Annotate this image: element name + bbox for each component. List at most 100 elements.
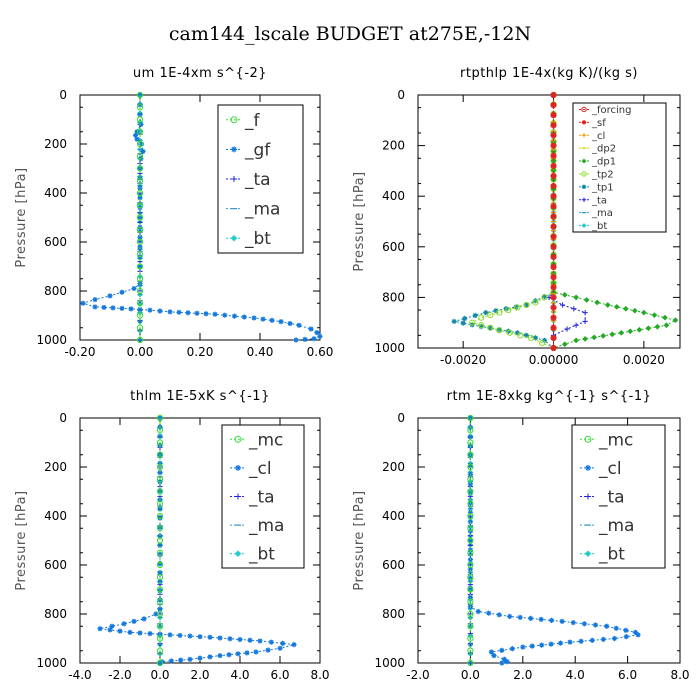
data-point [131,285,137,292]
legend-label: _tp2 [591,169,614,180]
data-point [567,639,573,645]
data-point [127,629,133,635]
data-point [156,512,164,520]
legend-swatch-marker [581,106,587,113]
data-point [136,336,144,344]
x-tick-label: 0.00 [127,345,154,359]
data-point [137,195,143,201]
data-point [467,537,474,544]
data-point [134,136,140,142]
data-point [611,635,618,642]
data-point [137,244,143,250]
data-point [317,333,323,339]
data-point [600,332,607,339]
data-point [136,324,144,331]
data-point [156,476,164,483]
data-point [582,309,588,316]
legend-label: _forcing [591,105,632,116]
plot-frame [417,94,681,349]
data-point [156,623,164,630]
data-point [581,621,587,627]
legend-swatch-marker [584,435,592,443]
data-point [212,311,218,317]
x-tick-label: -0.20 [64,345,95,359]
y-axis-label: Pressure [hPa] [14,167,29,267]
data-point [550,243,557,250]
data-point [514,304,521,311]
legend-label: _bt [598,545,625,565]
data-point [107,293,113,299]
x-tick-label: -4.0 [68,668,91,682]
legend-swatch-marker [581,197,587,202]
data-point [632,629,639,635]
data-point [550,163,557,169]
legend-label: _mc [248,430,283,450]
data-point [136,104,144,111]
data-point [550,324,557,331]
data-point [107,627,113,633]
data-point [467,586,474,593]
y-tick-label: 0 [59,88,67,102]
data-point [550,143,557,149]
legend-label: _mc [598,430,633,450]
data-point [550,335,557,341]
data-point [550,244,557,250]
data-point [119,305,125,311]
data-point [550,223,557,230]
data-point [207,634,213,640]
y-tick-label: 800 [382,607,405,621]
y-tick-label: 200 [44,137,67,151]
data-point [622,305,629,312]
data-point [618,329,625,336]
chart-rtpthlp: rtpthlp 1E-4x(kg K)/(kg s) 0 200 400 600 800 1… [352,66,681,367]
x-tick-label: 0.0 [150,668,169,682]
legend: _f _gf _ta _ma _bt [217,104,304,254]
data-point [523,332,530,338]
data-point [496,309,503,316]
data-point [549,617,555,623]
data-point [467,574,474,581]
data-point [177,632,183,639]
data-point [137,214,143,221]
data-point [672,317,679,324]
data-point [156,451,164,458]
data-point [507,613,513,620]
data-point [623,634,629,640]
x-tick-label: 0.60 [307,345,334,359]
data-point [265,647,271,653]
data-point [523,301,530,309]
data-point [97,626,103,632]
series-line [548,95,586,348]
data-point [467,476,474,483]
data-point [509,646,515,652]
data-point [604,623,610,629]
data-point [119,289,125,295]
data-point [244,650,250,656]
y-tick-label: 600 [382,558,405,572]
data-point [156,610,164,618]
data-point [635,632,641,638]
data-point [561,341,568,348]
data-point [241,314,247,320]
legend-label: _dp1 [591,157,616,168]
series-tp2 [469,91,557,352]
data-point [541,293,548,300]
data-point [138,141,145,147]
data-point [573,322,579,328]
data-point [178,657,184,663]
data-point [550,152,557,159]
data-point [478,314,485,321]
y-tick-label: 600 [44,558,67,572]
data-point [591,334,598,341]
x-tick-label: -2.0 [108,668,131,682]
legend-label: _ta [244,170,271,190]
data-point [506,329,513,336]
legend-label: _ma [591,208,613,219]
y-tick-label: 400 [44,186,67,200]
data-point [550,183,557,189]
data-point [185,310,191,316]
data-point [467,647,474,654]
legend-label: _bt [591,221,607,232]
data-point [156,598,164,605]
data-point [513,304,519,310]
